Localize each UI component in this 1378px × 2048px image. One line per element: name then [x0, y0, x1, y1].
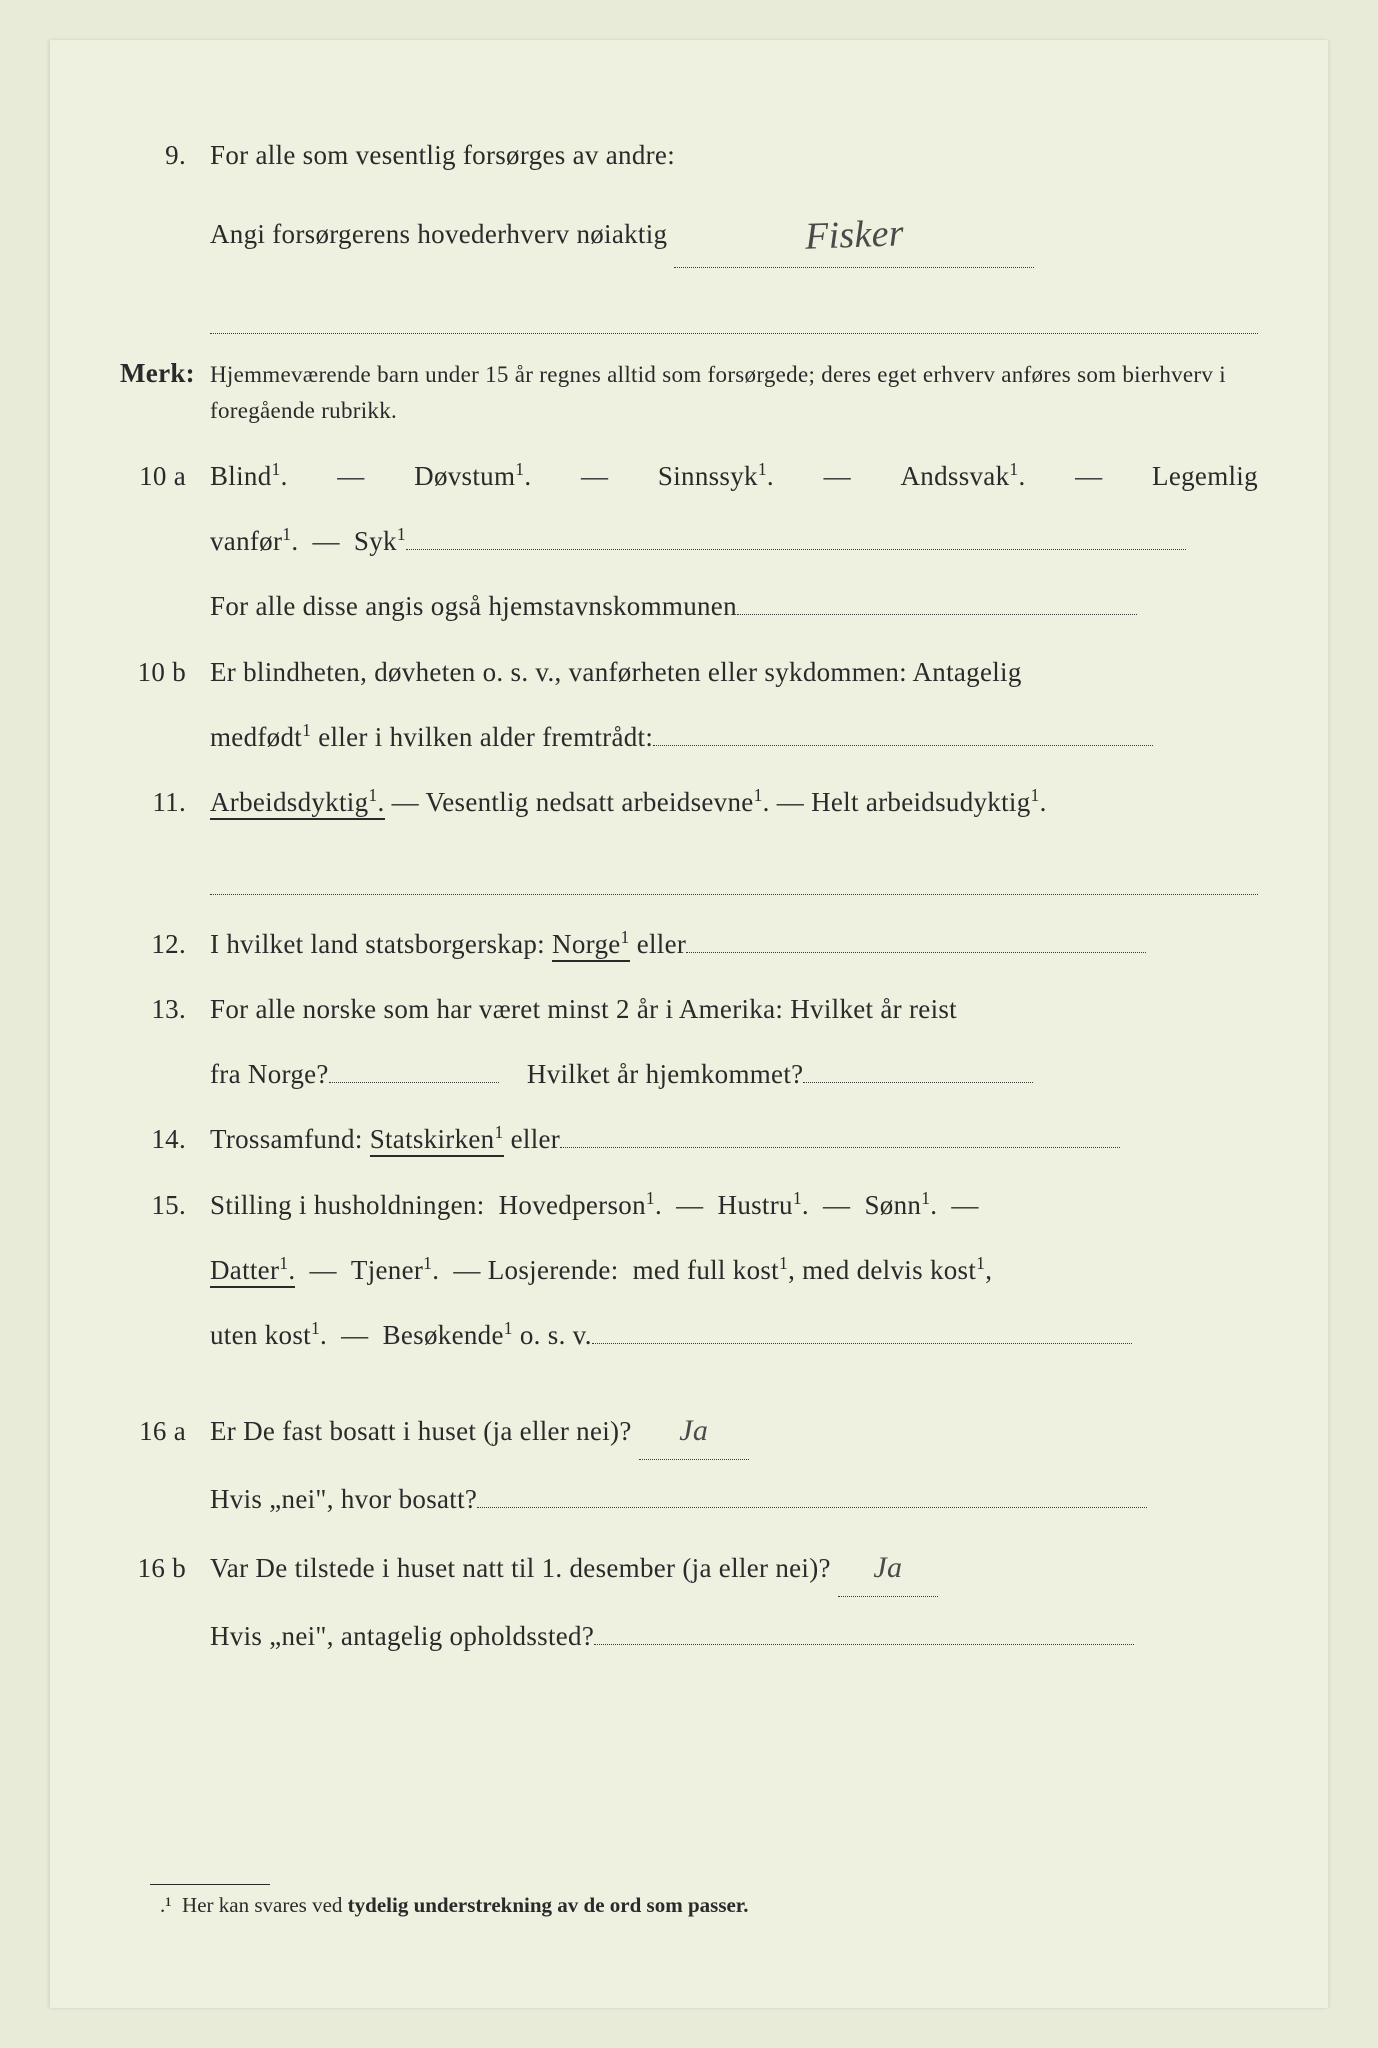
- footnote-text: .¹ Her kan svares ved tydelig understrek…: [160, 1893, 1258, 1918]
- q15-line2: Datter1. — Tjener1. — Losjerende: med fu…: [120, 1245, 1258, 1296]
- q12-label: I hvilket land statsborgerskap:: [210, 929, 552, 959]
- q9-continuation-line: [210, 282, 1258, 334]
- q11: 11. Arbeidsdyktig1. — Vesentlig nedsatt …: [120, 777, 1258, 828]
- q10b-line2: medfødt1 eller i hvilken alder fremtrådt…: [120, 712, 1258, 763]
- footnote-marker: .¹: [160, 1893, 172, 1917]
- q12-rest: eller: [637, 929, 686, 959]
- q11-blank: [120, 843, 1258, 895]
- q16b-question: Var De tilstede i huset natt til 1. dese…: [210, 1553, 831, 1583]
- q14: 14. Trossamfund: Statskirken1 eller: [120, 1114, 1258, 1165]
- q14-number: 14.: [120, 1114, 210, 1165]
- q15-selected: Datter1.: [210, 1255, 295, 1288]
- q11-number: 11.: [120, 777, 210, 828]
- q16a-number: 16 a: [120, 1406, 210, 1457]
- q9-line2: Angi forsørgerens hovederhverv nøiaktig …: [120, 195, 1258, 268]
- q13-line1: 13. For alle norske som har været minst …: [120, 984, 1258, 1035]
- q16a-line1: 16 a Er De fast bosatt i huset (ja eller…: [120, 1402, 1258, 1460]
- q16b-text2: Hvis „nei", antagelig opholdssted?: [210, 1621, 594, 1651]
- q9-blank-line: [120, 282, 1258, 334]
- q10a-line3: For alle disse angis også hjemstavnskomm…: [120, 581, 1258, 632]
- q13-text1: For alle norske som har været minst 2 år…: [210, 984, 1258, 1035]
- q10a-text3: For alle disse angis også hjemstavnskomm…: [210, 591, 737, 621]
- merk-text: Hjemmeværende barn under 15 år regnes al…: [210, 357, 1258, 428]
- q9-line1: 9. For alle som vesentlig forsørges av a…: [120, 130, 1258, 181]
- q13-label-b: Hvilket år hjemkommet?: [527, 1059, 804, 1089]
- q13-line2: fra Norge? Hvilket år hjemkommet?: [120, 1049, 1258, 1100]
- q10b-line1: 10 b Er blindheten, døvheten o. s. v., v…: [120, 647, 1258, 698]
- q15-line3: uten kost1. — Besøkende1 o. s. v.: [120, 1310, 1258, 1361]
- q15-number: 15.: [120, 1180, 210, 1231]
- q10b-text1: Er blindheten, døvheten o. s. v., vanfør…: [210, 647, 1258, 698]
- q14-rest: eller: [511, 1124, 560, 1154]
- q9-label: Angi forsørgerens hovederhverv nøiaktig: [210, 219, 667, 249]
- q13-blank-b: [803, 1051, 1033, 1083]
- footnote-plain: Her kan svares ved: [182, 1893, 348, 1917]
- q13-blank-a: [329, 1051, 499, 1083]
- q10a-blank: [406, 518, 1186, 550]
- q16a-question: Er De fast bosatt i huset (ja eller nei)…: [210, 1416, 632, 1446]
- q16a-handwritten-answer: Ja: [679, 1402, 708, 1459]
- q15-line1: 15. Stilling i husholdningen: Hovedperso…: [120, 1180, 1258, 1231]
- q14-label: Trossamfund:: [210, 1124, 370, 1154]
- q10a-blank2: [737, 583, 1137, 615]
- q13-number: 13.: [120, 984, 210, 1035]
- merk-note: Merk: Hjemmeværende barn under 15 år reg…: [120, 348, 1258, 428]
- q16b-handwritten-answer: Ja: [873, 1539, 902, 1596]
- q14-selected: Statskirken1: [370, 1124, 504, 1157]
- q10b-number: 10 b: [120, 647, 210, 698]
- footnote-block: .¹ Her kan svares ved tydelig understrek…: [120, 1864, 1258, 1918]
- q12-selected: Norge1: [552, 929, 630, 962]
- q16a-answer-field: Ja: [639, 1402, 749, 1460]
- q11-rest: — Vesentlig nedsatt arbeidsevne1. — Helt…: [392, 787, 1047, 817]
- merk-label: Merk:: [120, 348, 210, 399]
- q9-text1: For alle som vesentlig forsørges av andr…: [210, 130, 1258, 181]
- q12: 12. I hvilket land statsborgerskap: Norg…: [120, 919, 1258, 970]
- q9-handwritten-answer: Fisker: [804, 198, 905, 274]
- q16a-text2: Hvis „nei", hvor bosatt?: [210, 1484, 477, 1514]
- q16b-line2: Hvis „nei", antagelig opholdssted?: [120, 1611, 1258, 1662]
- q10a-line1: 10 a Blind1.— Døvstum1.— Sinnssyk1.— And…: [120, 451, 1258, 502]
- q16b-line1: 16 b Var De tilstede i huset natt til 1.…: [120, 1539, 1258, 1597]
- q12-blank: [686, 920, 1146, 952]
- footnote-bold: tydelig understrekning av de ord som pas…: [348, 1893, 749, 1917]
- q12-number: 12.: [120, 919, 210, 970]
- q9-number: 9.: [120, 130, 210, 181]
- q16b-number: 16 b: [120, 1543, 210, 1594]
- q10a-line2: vanfør1. — Syk1: [120, 516, 1258, 567]
- q9-answer-field: Fisker: [674, 195, 1034, 268]
- q10a-options: Blind1.— Døvstum1.— Sinnssyk1.— Andssvak…: [210, 451, 1258, 502]
- q16a-line2: Hvis „nei", hvor bosatt?: [120, 1474, 1258, 1525]
- q10b-blank: [653, 714, 1153, 746]
- q14-blank: [560, 1116, 1120, 1148]
- footnote-rule: [150, 1884, 270, 1885]
- q10a-number: 10 a: [120, 451, 210, 502]
- q15-blank: [592, 1312, 1132, 1344]
- q16b-blank: [594, 1613, 1134, 1645]
- q13-label-a: fra Norge?: [210, 1059, 329, 1089]
- census-form-page: 9. For alle som vesentlig forsørges av a…: [50, 40, 1328, 2008]
- q16b-answer-field: Ja: [838, 1539, 938, 1597]
- q11-selected: Arbeidsdyktig1.: [210, 787, 385, 820]
- q16a-blank: [477, 1475, 1147, 1507]
